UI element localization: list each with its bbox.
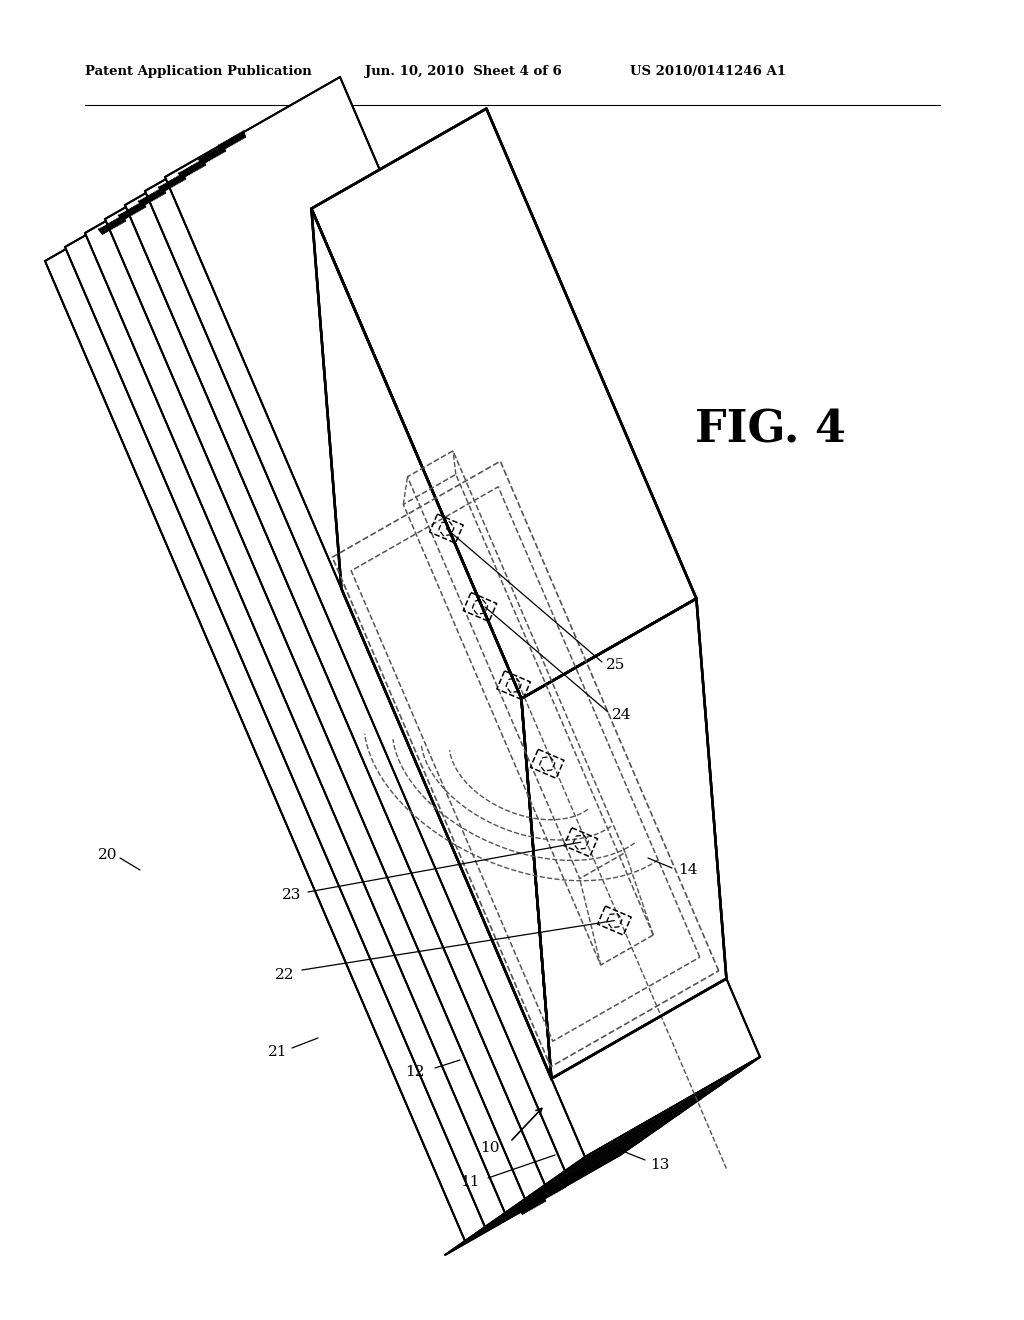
Text: 25: 25 [606,657,626,672]
Polygon shape [485,1113,680,1228]
Polygon shape [85,133,680,1213]
Polygon shape [145,91,740,1171]
Text: 11: 11 [460,1175,480,1189]
Text: 13: 13 [650,1158,670,1172]
Polygon shape [105,119,700,1199]
Text: 12: 12 [406,1065,425,1078]
Polygon shape [45,161,640,1241]
Polygon shape [545,1071,740,1185]
Text: US 2010/0141246 A1: US 2010/0141246 A1 [630,66,786,78]
Polygon shape [465,1127,660,1241]
Polygon shape [311,209,551,1078]
Polygon shape [525,1085,720,1199]
Polygon shape [165,77,760,1158]
Text: Patent Application Publication: Patent Application Publication [85,66,311,78]
Polygon shape [521,598,726,1078]
Polygon shape [311,108,696,698]
Text: 22: 22 [275,968,295,982]
Text: FIG. 4: FIG. 4 [695,408,846,451]
Text: 23: 23 [283,888,302,902]
Text: 20: 20 [98,847,118,862]
Polygon shape [565,1057,760,1171]
Polygon shape [505,1100,700,1213]
Polygon shape [445,1140,640,1255]
Text: 21: 21 [268,1045,288,1059]
Polygon shape [65,147,660,1228]
Text: 24: 24 [612,708,632,722]
Text: 10: 10 [480,1140,500,1155]
Polygon shape [125,106,720,1185]
Text: Jun. 10, 2010  Sheet 4 of 6: Jun. 10, 2010 Sheet 4 of 6 [365,66,562,78]
Text: 14: 14 [678,863,697,876]
